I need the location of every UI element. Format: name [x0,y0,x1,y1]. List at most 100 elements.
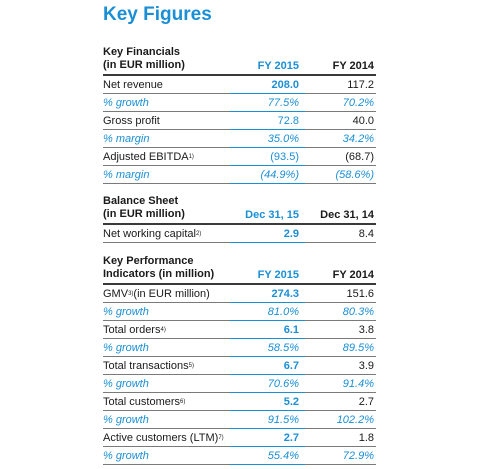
row-label-text: % growth [103,305,149,318]
column-header-prior: Dec 31, 14 [320,209,374,221]
value-current: 2.7 [230,429,305,447]
section-label-line2: (in EUR million) [103,59,185,71]
column-header-prior: FY 2014 [332,60,374,72]
metric-row: Total customers 6) 5.2 2.7 [103,393,376,411]
value-current: 58.5% [230,339,305,357]
metric-row: Net revenue 208.0 117.2 [103,76,376,94]
row-label: % growth [103,411,230,429]
row-label: Net revenue [103,76,230,94]
section-header: Balance Sheet (in EUR million) Dec 31, 15 D… [103,195,376,225]
ratio-row: % growth 55.4% 72.9% [103,447,376,465]
section-header: Key Performance Indicators (in million) FY… [103,255,376,285]
row-label: Total orders 4) [103,321,230,339]
section-label-line2: (in EUR million) [103,208,185,220]
row-label: % growth [103,303,230,321]
section-label: Balance Sheet (in EUR million) [103,195,230,221]
value-prior: 117.2 [305,76,376,94]
section-label-line1: Key Financials [103,46,181,58]
row-label-text: % growth [103,96,149,109]
row-label: % margin [103,166,230,184]
section-label-line2: Indicators (in million) [103,268,215,280]
ratio-row: % growth 58.5% 89.5% [103,339,376,357]
column-header-prior: FY 2014 [332,269,374,281]
value-prior: 8.4 [305,225,376,243]
row-label-text: Total transactions [103,359,189,372]
row-label: Adjusted EBITDA 1) [103,148,230,166]
row-label-text: % margin [103,132,150,145]
metric-row: Total orders 4) 6.1 3.8 [103,321,376,339]
row-label: Total customers 6) [103,393,230,411]
ratio-row: % growth 81.0% 80.3% [103,303,376,321]
row-label: Gross profit [103,112,230,130]
row-label-text: Gross profit [103,114,160,127]
ratio-row: % margin (44.9%) (58.6%) [103,166,376,184]
metric-row: Total transactions 5) 6.7 3.9 [103,357,376,375]
row-label: Active customers (LTM) 7) [103,429,230,447]
value-current: 208.0 [230,76,305,94]
value-current: (93.5) [230,148,305,166]
row-label-text: Net revenue [103,78,163,91]
value-current: 77.5% [230,94,305,112]
value-current: 5.2 [230,393,305,411]
row-label: % margin [103,130,230,148]
value-prior: 70.2% [305,94,376,112]
row-label: Total transactions 5) [103,357,230,375]
ratio-row: % growth 77.5% 70.2% [103,94,376,112]
value-current: 6.1 [230,321,305,339]
row-label-text: Total orders [103,323,161,336]
value-prior: 102.2% [305,411,376,429]
metric-row: Active customers (LTM) 7) 2.7 1.8 [103,429,376,447]
row-label-text: % growth [103,449,149,462]
row-label: GMV 3) (in EUR million) [103,285,230,303]
value-current: 91.5% [230,411,305,429]
row-label-suffix: (in EUR million) [133,287,210,300]
metric-row: Gross profit 72.8 40.0 [103,112,376,130]
section-label: Key Performance Indicators (in million) [103,255,230,281]
metric-row: Net working capital 2) 2.9 8.4 [103,225,376,243]
row-label-text: % growth [103,341,149,354]
value-prior: (58.6%) [305,166,376,184]
ratio-row: % margin 35.0% 34.2% [103,130,376,148]
value-prior: (68.7) [305,148,376,166]
value-prior: 1.8 [305,429,376,447]
value-prior: 40.0 [305,112,376,130]
value-prior: 89.5% [305,339,376,357]
metric-row: GMV 3) (in EUR million) 274.3 151.6 [103,285,376,303]
row-label: % growth [103,94,230,112]
value-prior: 34.2% [305,130,376,148]
column-header-current: FY 2015 [257,60,299,72]
row-label-text: % growth [103,377,149,390]
value-prior: 91.4% [305,375,376,393]
value-prior: 3.9 [305,357,376,375]
section-header: Key Financials (in EUR million) FY 2015 FY … [103,46,376,76]
value-current: 55.4% [230,447,305,465]
section-label-line1: Key Performance [103,255,194,267]
row-label-text: % margin [103,168,150,181]
row-label: % growth [103,447,230,465]
value-current: 81.0% [230,303,305,321]
row-label-text: Adjusted EBITDA [103,150,189,163]
section-label: Key Financials (in EUR million) [103,46,230,72]
key-financials-table: Key Financials (in EUR million) FY 2015 FY … [103,46,376,184]
value-prior: 151.6 [305,285,376,303]
value-current: 35.0% [230,130,305,148]
row-label: % growth [103,375,230,393]
value-current: 2.9 [230,225,305,243]
page-title: Key Figures [103,4,212,25]
value-current: 70.6% [230,375,305,393]
row-label-text: Active customers (LTM) [103,431,219,444]
metric-row: Adjusted EBITDA 1) (93.5) (68.7) [103,148,376,166]
section-label-line1: Balance Sheet [103,195,179,207]
value-current: 6.7 [230,357,305,375]
balance-sheet-table: Balance Sheet (in EUR million) Dec 31, 15 D… [103,195,376,243]
value-prior: 3.8 [305,321,376,339]
value-prior: 72.9% [305,447,376,465]
value-prior: 2.7 [305,393,376,411]
row-label-text: Net working capital [103,227,196,240]
row-label: % growth [103,339,230,357]
value-current: 72.8 [230,112,305,130]
row-label: Net working capital 2) [103,225,230,243]
value-current: (44.9%) [230,166,305,184]
value-prior: 80.3% [305,303,376,321]
column-header-current: Dec 31, 15 [245,209,299,221]
